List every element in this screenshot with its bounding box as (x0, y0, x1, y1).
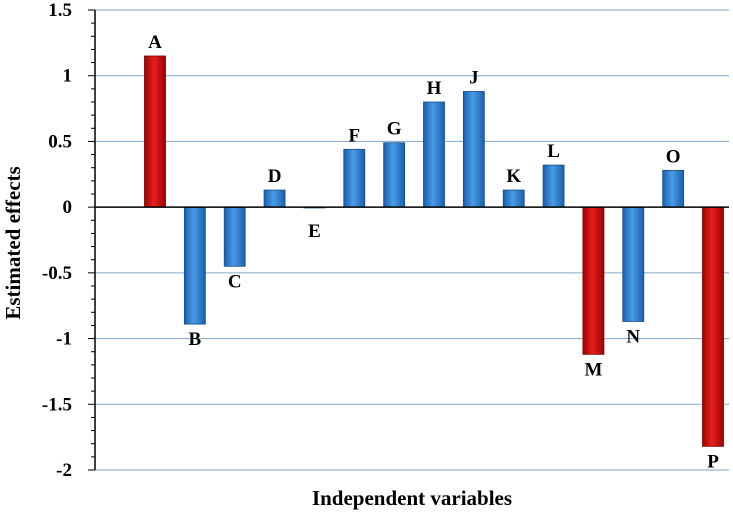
bar-label-c: C (228, 271, 242, 292)
bar-m (582, 206, 605, 355)
bar-label-b: B (189, 329, 202, 350)
bar-label-a: A (148, 32, 162, 53)
bar-label-e: E (308, 221, 321, 242)
y-tick-label: 1.5 (48, 0, 72, 21)
y-tick-label: 1 (63, 66, 73, 87)
bar-label-h: H (427, 78, 442, 99)
bar-a (144, 55, 166, 208)
bar-label-n: N (626, 326, 640, 347)
bar-p (702, 206, 724, 447)
labels: 1.5 1 0.5 0 -0.5 -1 -1.5 -2 A B C D E F G H J K L M N O P (42, 0, 719, 481)
bar-label-o: O (666, 146, 681, 167)
x-axis-title: Independent variables (312, 486, 512, 510)
bar-label-m: M (584, 359, 602, 380)
bar-label-l: L (547, 141, 560, 162)
bars (144, 55, 724, 447)
bar-o (662, 169, 685, 208)
bar-label-d: D (268, 166, 282, 187)
bar-h (423, 101, 445, 208)
bar-c (223, 206, 246, 267)
y-tick-label: 0 (63, 197, 73, 218)
y-tick-label: -2 (56, 460, 72, 481)
y-axis-title: Estimated effects (1, 166, 25, 319)
y-tick-label: -1 (56, 329, 72, 350)
bar-k (502, 189, 525, 208)
axes (88, 9, 729, 471)
y-tick-label: -1.5 (42, 394, 72, 415)
bar-label-j: J (469, 67, 479, 88)
bar-label-f: F (348, 125, 360, 146)
bar-label-k: K (506, 166, 521, 187)
bar-b (183, 206, 206, 325)
y-tick-label: 0.5 (48, 131, 72, 152)
bar-j (462, 91, 485, 208)
bar-label-p: P (707, 451, 719, 472)
bar-n (622, 206, 645, 322)
bar-label-g: G (387, 119, 402, 140)
bar-f (343, 148, 366, 208)
bar-d (263, 189, 286, 208)
bar-l (542, 164, 565, 208)
y-tick-label: -0.5 (42, 263, 72, 284)
bar-g (383, 142, 406, 208)
